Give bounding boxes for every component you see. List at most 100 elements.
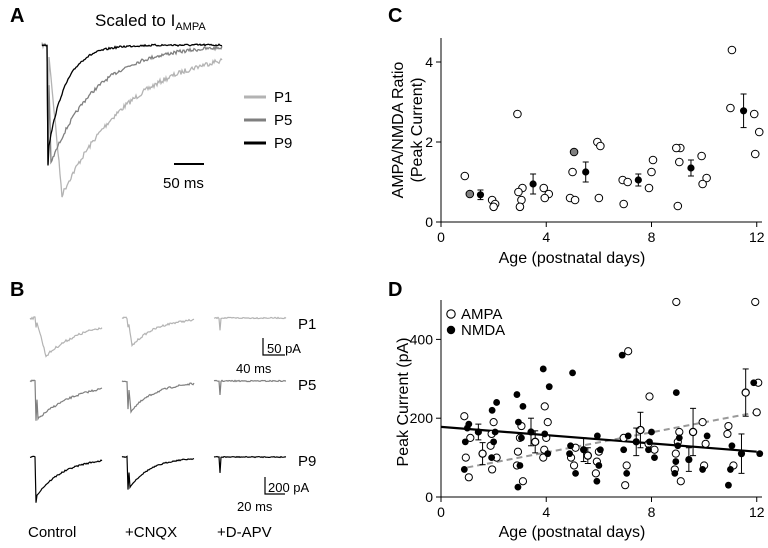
chart-d-ytick-label: 0 [425,489,433,505]
chart-d-ytick-label: 200 [410,410,434,426]
chart-c-point [727,45,737,55]
trace-b-r2-c1 [29,379,103,421]
chart-d-ampa-point [460,412,469,421]
trace-b-r3-c2 [121,455,195,490]
chart-c-ylabel-line2: (Peak Current) [409,78,426,183]
chart-d-nmda-point [672,458,680,465]
chart-d-nmda-point [493,399,501,406]
chart-c-xtick-label: 8 [648,229,656,245]
chart-d-nmda-point [725,481,732,489]
chart-d-xtick-label: 8 [648,504,656,520]
chart-c-point [465,189,475,199]
chart-c-point [726,103,735,113]
chart-d-nmda-mean [685,455,693,464]
chart-c-point [568,167,577,177]
chart-d-ampa-trend [467,411,757,469]
chart-d-ampa-point [624,347,633,356]
chart-c-point [539,183,549,193]
chart-c-xlabel: Age (postnatal days) [499,250,646,267]
chart-c-marks [460,45,764,212]
chart-c-point [644,183,654,193]
chart-d-ytick-label: 400 [410,331,434,347]
chart-d-ampa-point [751,297,760,307]
chart-d-ampa-point [650,445,659,454]
chart-d-axes: 0 4 8 12 0 200 400 [410,300,765,520]
chart-d-ampa-mean [688,427,698,437]
chart-d-ylabel: Peak Current (pA) [395,338,412,467]
chart-d-nmda-mean [580,446,588,454]
chart-d-xtick-label: 12 [749,504,765,520]
chart-d-nmda-point [671,469,679,477]
chart-c-point [675,157,684,167]
chart-d-ampa-point [489,418,498,427]
chart-c-point [569,147,579,157]
column-label-cnqx: +CNQX [125,524,177,541]
chart-d-ampa-mean [478,449,487,458]
chart-d-nmda-point [699,466,707,473]
chart-c-mean [529,180,537,188]
panel-b-scale1-time: 40 ms [236,361,272,376]
chart-c-point [489,202,498,212]
chart-c-point [596,141,605,151]
chart-d-xtick-label: 4 [542,504,550,520]
chart-d-nmda-point [672,389,680,396]
panel-b-scale-bar-1 [262,338,285,356]
panel-b-scale2-amp: 200 pA [268,480,310,495]
trace-b-r3-c3 [213,455,287,473]
chart-c-ylabel-line1: AMPA/NMDA Ratio [390,62,407,199]
panel-a-title: Scaled to IAMPA [95,11,206,33]
chart-d-ampa-point [676,477,685,486]
chart-c-point [460,171,470,181]
chart-d-nmda-point [593,432,601,440]
column-label-control: Control [28,524,76,541]
chart-d-ampa-mean [583,451,593,460]
chart-d-ampa-point [466,433,475,442]
chart-c-xtick-label: 12 [749,229,765,245]
chart-c-point [540,193,550,203]
chart-c-point [619,199,628,209]
trace-b-r2-c2 [121,380,195,414]
chart-d-nmda-point [545,383,553,391]
chart-d-nmda-point [518,434,525,442]
chart-d-nmda-point [618,351,626,359]
chart-d-nmda-point [566,450,573,458]
chart-d-nmda-point [623,469,631,477]
chart-d-nmda-point [544,450,552,458]
chart-d-nmda-point [463,424,471,432]
trace-b-r1-c2 [121,316,195,348]
chart-d-ampa-point [645,392,654,401]
chart-d-nmda-point [567,442,574,450]
chart-d-ampa-point [540,402,549,411]
chart-d-nmda-point [727,466,734,473]
chart-d-nmda-point [646,438,653,446]
chart-c-mean [582,168,590,176]
panel-c-label: C [388,5,402,27]
chart-c-point [702,173,711,183]
chart-c-point [754,127,764,137]
chart-c-point [698,179,707,189]
legend-label-ampa: AMPA [461,306,502,323]
chart-d-ampa-point [724,421,733,431]
legend-marker-ampa [446,309,456,319]
chart-d-ampa-point [671,449,680,458]
chart-d-ampa-point [591,469,600,478]
chart-d-ampa-point [513,447,523,456]
chart-d-ampa-point [518,477,528,486]
chart-d-nmda-point [572,469,579,477]
chart-d-ampa-mean [741,388,750,397]
chart-d-ampa-point [621,481,630,490]
chart-d-nmda-point [674,442,682,450]
chart-d-ampa-point [464,473,473,482]
chart-c-point [514,187,523,197]
chart-d: 0 4 8 12 0 200 400 AMPA NMDA Age (postnatal da… [395,297,765,541]
chart-d-nmda-mean [527,428,535,436]
chart-d-nmda-point [490,438,498,446]
trace-a-p1 [41,42,223,198]
chart-d-nmda-point [514,483,522,491]
panel-b-scale-bar-2 [264,477,285,495]
chart-c-point [647,167,656,177]
chart-d-nmda-point [596,446,604,454]
chart-c-point [673,201,683,211]
chart-d-ampa-point [698,418,707,427]
